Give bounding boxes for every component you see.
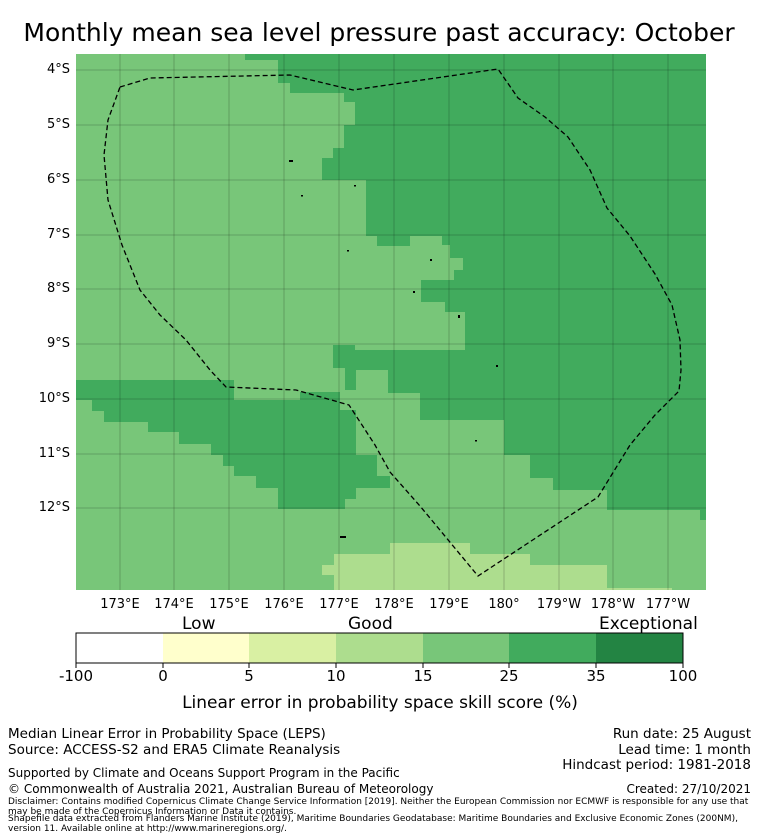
info-copyright: © Commonwealth of Australia 2021, Austra… bbox=[8, 782, 434, 796]
page-title: Monthly mean sea level pressure past acc… bbox=[23, 18, 735, 47]
lon-label: 175°E bbox=[209, 597, 249, 612]
info-hindcast: Hindcast period: 1981-2018 bbox=[562, 757, 751, 773]
lat-label: 7°S bbox=[46, 227, 70, 242]
colorbar-tick-label: 15 bbox=[413, 667, 433, 685]
islands bbox=[289, 160, 498, 538]
info-run-date: Run date: 25 August bbox=[612, 726, 751, 742]
skill-region-high-west bbox=[76, 380, 390, 509]
lat-label: 8°S bbox=[46, 281, 70, 296]
lat-label: 10°S bbox=[38, 391, 70, 406]
colorbar bbox=[75, 632, 684, 668]
colorbar-segment-neg100-0 bbox=[76, 633, 163, 663]
disclaimer-text: Disclaimer: Contains modified Copernicus… bbox=[8, 797, 749, 817]
lon-label: 173°E bbox=[100, 597, 140, 612]
lon-label: 176°E bbox=[264, 597, 304, 612]
lon-label: 178°E bbox=[374, 597, 414, 612]
lon-label: 180° bbox=[488, 597, 520, 612]
info-created: Created: 27/10/2021 bbox=[626, 782, 751, 796]
skill-region-strip bbox=[607, 576, 706, 590]
band-label-exceptional: Exceptional bbox=[599, 614, 698, 634]
lat-label: 11°S bbox=[38, 446, 70, 461]
eez-outline bbox=[103, 68, 682, 577]
colorbar-frame bbox=[75, 632, 684, 664]
info-lead-time: Lead time: 1 month bbox=[618, 742, 751, 758]
lat-label: 5°S bbox=[46, 117, 70, 132]
map-gridlines bbox=[76, 54, 706, 590]
colorbar-tick-label: 10 bbox=[326, 667, 346, 685]
colorbar-tick-label: 100 bbox=[668, 667, 698, 685]
colorbar-segment-10-15 bbox=[336, 633, 423, 663]
lat-label: 6°S bbox=[46, 172, 70, 187]
info-supported: Supported by Climate and Oceans Support … bbox=[8, 766, 400, 780]
lon-label: 174°E bbox=[154, 597, 194, 612]
lat-label: 12°S bbox=[38, 500, 70, 515]
lat-label: 9°S bbox=[46, 336, 70, 351]
skill-map bbox=[76, 54, 706, 590]
colorbar-segment-5-10 bbox=[249, 633, 336, 663]
info-source: Source: ACCESS-S2 and ERA5 Climate Reana… bbox=[8, 742, 341, 758]
lon-label: 177°W bbox=[645, 597, 691, 612]
info-leps: Median Linear Error in Probability Space… bbox=[8, 726, 326, 742]
band-label-low: Low bbox=[182, 614, 216, 634]
colorbar-title: Linear error in probability space skill … bbox=[182, 693, 578, 713]
lat-label: 4°S bbox=[46, 62, 70, 77]
colorbar-segment-15-25 bbox=[423, 633, 509, 663]
colorbar-tick-label: 0 bbox=[158, 667, 168, 685]
colorbar-tick-label: 35 bbox=[586, 667, 606, 685]
colorbar-tick-label: -100 bbox=[58, 667, 94, 685]
colorbar-ticks bbox=[75, 663, 684, 668]
colorbar-segment-0-5 bbox=[163, 633, 249, 663]
shapefile-credit: Shapefile data extracted from Flanders M… bbox=[8, 814, 738, 834]
lon-label: 179°E bbox=[429, 597, 469, 612]
colorbar-segment-25-35 bbox=[509, 633, 596, 663]
colorbar-tick-label: 5 bbox=[244, 667, 254, 685]
lon-label: 178°W bbox=[590, 597, 636, 612]
colorbar-tick-label: 25 bbox=[499, 667, 519, 685]
colorbar-segment-35-100 bbox=[596, 633, 683, 663]
band-label-good: Good bbox=[348, 614, 393, 634]
lon-label: 177°E bbox=[319, 597, 359, 612]
lon-label: 179°W bbox=[536, 597, 582, 612]
